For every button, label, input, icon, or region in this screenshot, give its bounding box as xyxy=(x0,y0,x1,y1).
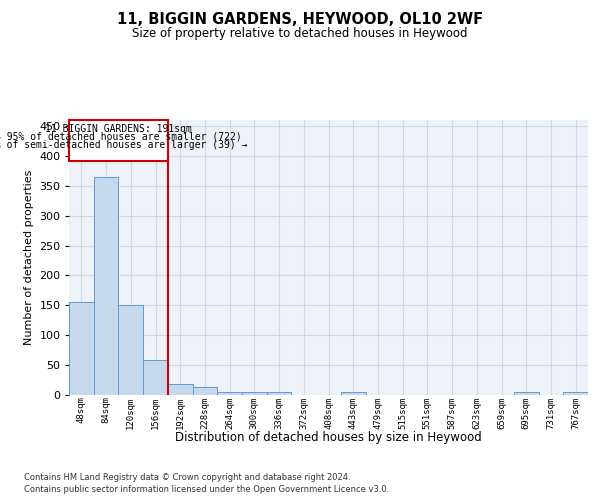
Bar xyxy=(267,392,292,395)
Bar xyxy=(168,384,193,395)
Bar xyxy=(217,392,242,395)
Y-axis label: Number of detached properties: Number of detached properties xyxy=(24,170,34,345)
Text: Distribution of detached houses by size in Heywood: Distribution of detached houses by size … xyxy=(175,431,482,444)
Bar xyxy=(341,392,365,395)
Bar xyxy=(69,302,94,395)
Bar xyxy=(242,392,267,395)
Bar xyxy=(563,392,588,395)
Text: Size of property relative to detached houses in Heywood: Size of property relative to detached ho… xyxy=(132,28,468,40)
Bar xyxy=(69,120,168,160)
Bar xyxy=(118,306,143,395)
Text: Contains public sector information licensed under the Open Government Licence v3: Contains public sector information licen… xyxy=(24,485,389,494)
Text: Contains HM Land Registry data © Crown copyright and database right 2024.: Contains HM Land Registry data © Crown c… xyxy=(24,472,350,482)
Bar xyxy=(514,392,539,395)
Bar xyxy=(94,177,118,395)
Text: 11, BIGGIN GARDENS, HEYWOOD, OL10 2WF: 11, BIGGIN GARDENS, HEYWOOD, OL10 2WF xyxy=(117,12,483,28)
Bar xyxy=(143,360,168,395)
Text: 5% of semi-detached houses are larger (39) →: 5% of semi-detached houses are larger (3… xyxy=(0,140,248,149)
Text: 11 BIGGIN GARDENS: 191sqm: 11 BIGGIN GARDENS: 191sqm xyxy=(45,124,192,134)
Bar xyxy=(193,387,217,395)
Text: ← 95% of detached houses are smaller (722): ← 95% of detached houses are smaller (72… xyxy=(0,132,242,142)
